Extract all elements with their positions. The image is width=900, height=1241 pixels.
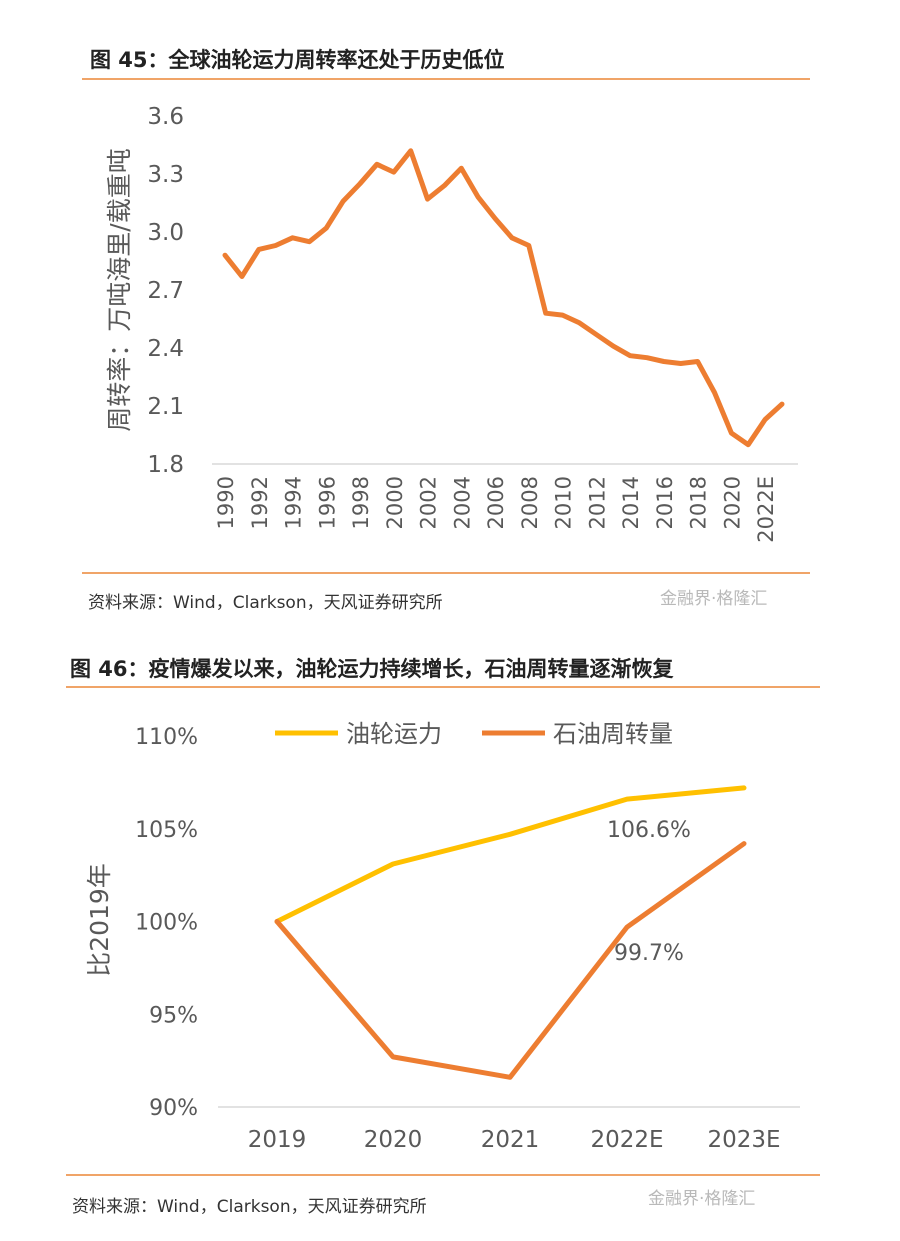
chart2-ylabel: 比2019年	[85, 863, 114, 977]
chart1-y-tick: 3.0	[147, 220, 184, 246]
chart1-x-tick: 2012	[585, 476, 609, 529]
chart2-annotations: 106.6% 99.7%	[607, 818, 691, 966]
figure-46-source-rule	[66, 1174, 820, 1176]
chart1-x-tick: 2006	[484, 476, 508, 529]
figure-45-chart: 周转率：万吨海里/载重吨 3.63.33.02.72.42.11.8 1990 1…	[105, 104, 798, 543]
chart1-x-tick: 2010	[552, 476, 576, 529]
chart2-y-ticks: 110% 105% 100% 95% 90%	[135, 725, 198, 1121]
chart2-x-tick: 2020	[364, 1127, 423, 1153]
figure-45-source-rule	[82, 572, 810, 574]
chart1-x-tick: 1990	[214, 476, 238, 529]
figure-46-title: 图 46：疫情爆发以来，油轮运力持续增长，石油周转量逐渐恢复	[70, 657, 674, 681]
chart2-x-tick: 2019	[248, 1127, 307, 1153]
chart1-y-tick: 3.3	[147, 162, 184, 188]
chart2-series-tanker-capacity	[274, 785, 747, 924]
chart1-series	[222, 148, 785, 448]
chart2-x-tick: 2022E	[590, 1127, 663, 1153]
chart2-data-label: 106.6%	[607, 818, 691, 843]
chart1-x-tick: 2016	[653, 476, 677, 529]
chart1-series-line	[222, 148, 785, 448]
chart1-ylabel: 周转率：万吨海里/载重吨	[105, 148, 134, 431]
chart1-x-tick: 2014	[619, 476, 643, 529]
chart1-x-tick: 2022E	[754, 476, 778, 543]
figure-45-watermark: 金融界·格隆汇	[660, 589, 768, 609]
legend-label-tanker-capacity: 油轮运力	[346, 720, 442, 748]
chart2-legend: 油轮运力 石油周转量	[275, 720, 673, 748]
chart1-x-ticks: 1990 1992 1994 1996 1998 2000 2002 2004 2006 2008…	[214, 476, 778, 543]
chart1-x-tick: 1994	[282, 476, 306, 529]
chart1-y-tick: 2.7	[147, 278, 184, 304]
chart1-y-tick: 1.8	[147, 452, 184, 478]
chart1-x-tick: 1998	[349, 476, 373, 529]
figure-45-title: 图 45：全球油轮运力周转率还处于历史低位	[90, 48, 505, 72]
chart2-y-tick: 95%	[149, 1003, 198, 1028]
chart1-x-tick: 1992	[248, 476, 272, 529]
chart1-x-tick: 1996	[315, 476, 339, 529]
figure-46-title-rule	[66, 686, 820, 688]
figure-45-title-rule	[82, 78, 810, 80]
chart2-x-ticks: 2019 2020 2021 2022E 2023E	[248, 1127, 781, 1153]
chart1-y-tick: 3.6	[147, 104, 184, 130]
chart2-series	[274, 785, 747, 1080]
chart1-y-tick: 2.1	[147, 394, 184, 420]
chart1-x-tick: 2000	[383, 476, 407, 529]
figure-45-source: 资料来源：Wind，Clarkson，天风证券研究所	[88, 593, 443, 613]
legend-label-oil-turnover: 石油周转量	[553, 720, 673, 748]
figure-46-source: 资料来源：Wind，Clarkson，天风证券研究所	[72, 1197, 427, 1217]
chart2-x-tick: 2023E	[707, 1127, 780, 1153]
chart1-y-ticks: 3.6 3.3 3.0 2.7 2.4 2.1 1.8	[147, 104, 184, 478]
chart1-y-tick: 2.4	[147, 336, 184, 362]
chart1-x-tick: 2002	[417, 476, 441, 529]
chart2-y-tick: 105%	[135, 818, 198, 843]
chart2-y-tick: 100%	[135, 911, 198, 936]
chart2-data-label: 99.7%	[614, 941, 684, 966]
chart1-x-tick: 2004	[450, 476, 474, 529]
chart1-x-tick: 2008	[518, 476, 542, 529]
figure-46-watermark: 金融界·格隆汇	[648, 1189, 756, 1209]
chart2-y-tick: 110%	[135, 725, 198, 750]
chart2-x-tick: 2021	[481, 1127, 540, 1153]
chart1-x-tick: 2020	[720, 476, 744, 529]
chart2-series-oil-turnover	[274, 841, 747, 1080]
chart2-y-tick: 90%	[149, 1096, 198, 1121]
chart1-x-tick: 2018	[687, 476, 711, 529]
